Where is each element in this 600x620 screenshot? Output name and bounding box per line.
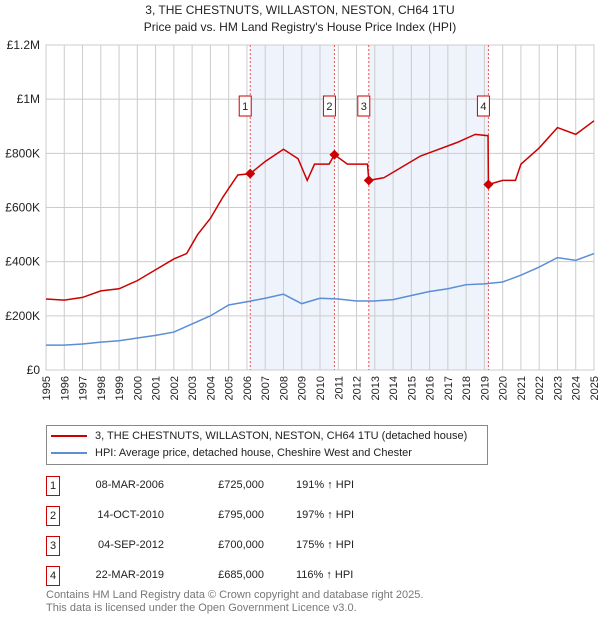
x-tick-label: 2010 <box>315 376 327 400</box>
y-tick-label: £0 <box>27 363 41 377</box>
sale-label: 1 <box>242 101 248 113</box>
sale-row: 4 22-MAR-2019 £685,000 116% ↑ HPI <box>46 566 466 586</box>
property-price-line <box>45 120 595 301</box>
x-tick-label: 1997 <box>78 376 90 400</box>
sale-hpi-change: 191% ↑ HPI <box>296 479 355 491</box>
x-tick-label: 2008 <box>278 376 290 400</box>
x-tick-label: 2019 <box>479 376 491 400</box>
sale-point <box>245 168 256 179</box>
sale-row: 3 04-SEP-2012 £700,000 175% ↑ HPI <box>46 536 466 556</box>
sale-date: 14-OCT-2010 <box>97 509 164 521</box>
x-tick-label: 2020 <box>498 376 510 400</box>
legend-property: 3, THE CHESTNUTS, WILLASTON, NESTON, CH6… <box>95 430 468 442</box>
x-tick-label: 2012 <box>352 376 364 400</box>
chart-title: 3, THE CHESTNUTS, WILLASTON, NESTON, CH6… <box>145 3 455 17</box>
x-tick-label: 2004 <box>205 376 217 400</box>
sale-point <box>363 175 374 186</box>
sale-price: £725,000 <box>218 479 264 491</box>
sale-price: £700,000 <box>218 539 264 551</box>
x-tick-label: 1995 <box>41 376 53 400</box>
x-tick-label: 2017 <box>443 376 455 400</box>
sale-number-badge: 2 <box>46 506 60 526</box>
x-tick-label: 2024 <box>571 376 583 400</box>
sale-number-badge: 1 <box>46 476 60 496</box>
legend-red-swatch <box>51 435 87 437</box>
plot-frame <box>45 44 595 371</box>
x-tick-label: 1996 <box>59 376 71 400</box>
x-tick-label: 2015 <box>406 376 418 400</box>
chart-subtitle: Price paid vs. HM Land Registry's House … <box>143 20 457 34</box>
x-tick-label: 2021 <box>516 376 528 400</box>
x-tick-label: 1998 <box>96 376 108 400</box>
x-tick-label: 2009 <box>297 376 309 400</box>
sale-price: £685,000 <box>218 569 264 581</box>
legend-hpi: HPI: Average price, detached house, Ches… <box>95 447 412 459</box>
sale-label-box <box>357 95 371 117</box>
footer-line1: Contains HM Land Registry data © Crown c… <box>46 589 424 601</box>
sale-date: 04-SEP-2012 <box>97 539 164 551</box>
y-tick-label: £400K <box>5 255 40 269</box>
x-tick-label: 2013 <box>370 376 382 400</box>
y-tick-label: £800K <box>5 146 40 160</box>
sale-hpi-change: 197% ↑ HPI <box>296 509 355 521</box>
x-tick-label: 2001 <box>151 376 163 400</box>
sale-label: 4 <box>480 101 486 113</box>
x-tick-label: 2018 <box>461 376 473 400</box>
y-tick-label: £600K <box>5 201 40 215</box>
sale-label-box <box>238 95 252 117</box>
sale-row: 1 08-MAR-2006 £725,000 191% ↑ HPI <box>46 476 466 496</box>
footer: Contains HM Land Registry data © Crown c… <box>46 589 423 615</box>
sale-point <box>329 149 340 160</box>
x-tick-label: 1999 <box>114 376 126 400</box>
sale-row: 2 14-OCT-2010 £795,000 197% ↑ HPI <box>46 506 466 526</box>
x-tick-label: 2023 <box>552 376 564 400</box>
hpi-line <box>46 252 595 346</box>
sale-hpi-change: 175% ↑ HPI <box>296 539 355 551</box>
legend-blue-swatch <box>51 452 87 454</box>
footer-line2: This data is licensed under the Open Gov… <box>46 602 357 614</box>
sale-date: 22-MAR-2019 <box>95 569 164 581</box>
sale-label: 2 <box>326 101 332 113</box>
x-tick-label: 2000 <box>132 376 144 400</box>
sale-number-badge: 4 <box>46 566 60 586</box>
x-tick-label: 2002 <box>169 376 181 400</box>
sale-label: 3 <box>361 101 367 113</box>
sale-hpi-change: 116% ↑ HPI <box>296 569 354 581</box>
sale-label-box <box>322 95 336 117</box>
x-tick-label: 2011 <box>333 376 345 400</box>
x-tick-label: 2006 <box>242 376 254 400</box>
x-tick-label: 2003 <box>187 376 199 400</box>
sale-number-badge: 3 <box>46 536 60 556</box>
sale-point <box>483 179 494 190</box>
sale-label-box <box>476 95 490 117</box>
x-tick-label: 2016 <box>425 376 437 400</box>
sale-date: 08-MAR-2006 <box>95 479 164 491</box>
x-tick-label: 2014 <box>388 376 400 400</box>
y-tick-label: £1M <box>17 92 40 106</box>
x-tick-label: 2007 <box>260 376 272 400</box>
sale-price: £795,000 <box>218 509 264 521</box>
x-tick-label: 2022 <box>534 376 546 400</box>
legend: 3, THE CHESTNUTS, WILLASTON, NESTON, CH6… <box>46 425 488 465</box>
y-tick-label: £200K <box>5 309 40 323</box>
x-tick-label: 2025 <box>589 376 600 400</box>
y-tick-label: £1.2M <box>7 38 40 52</box>
line-chart: 1995 1996 1997 1998 1999 2000 2001 2002 2003 2004… <box>5 38 600 400</box>
x-tick-label: 2005 <box>224 376 236 400</box>
